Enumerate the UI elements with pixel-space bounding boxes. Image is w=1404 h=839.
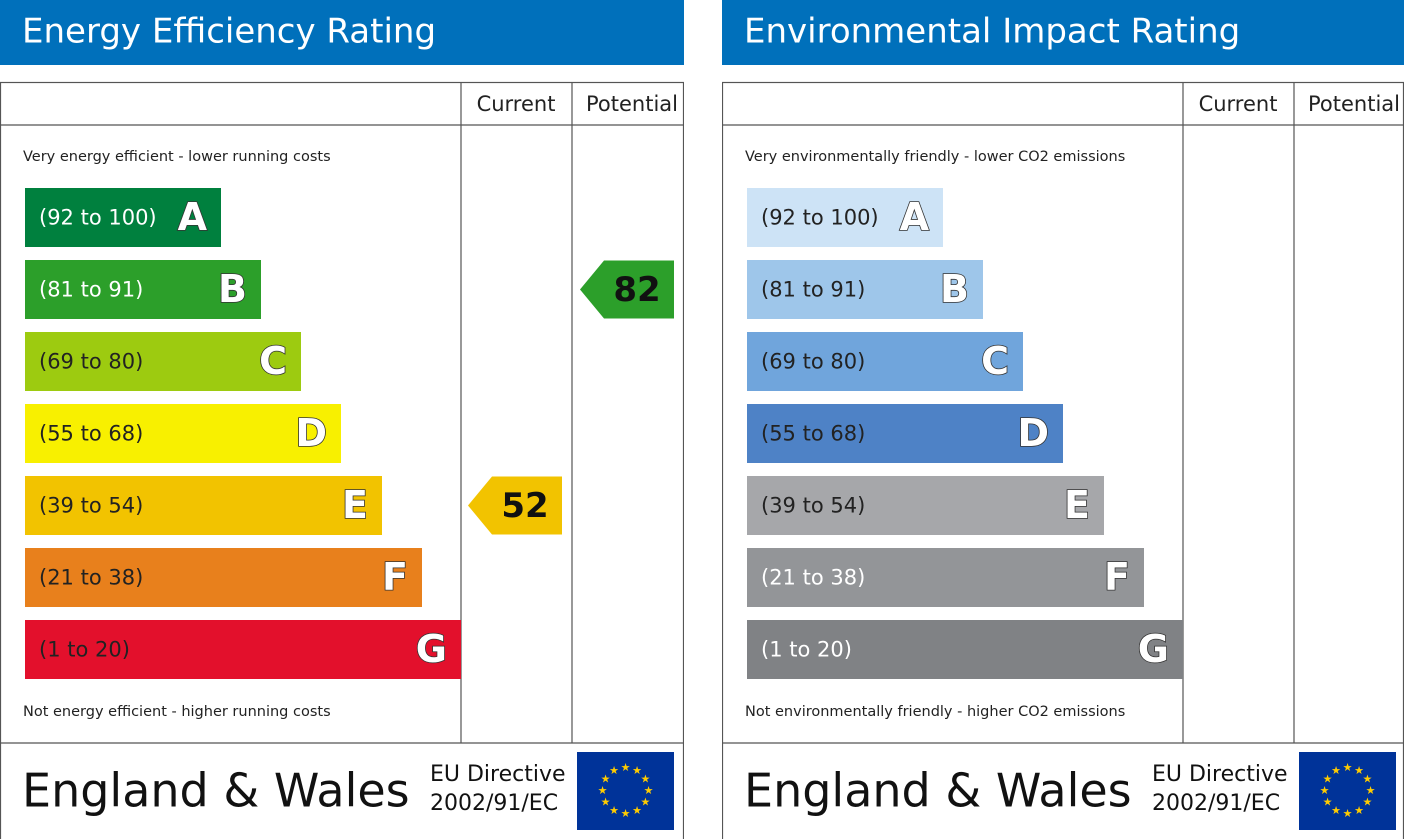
band-range: (1 to 20) [39, 638, 130, 662]
band-range: (21 to 38) [761, 566, 865, 590]
column-header: Current [1199, 92, 1278, 116]
flag-star: ★ [1343, 761, 1353, 774]
band-range: (69 to 80) [39, 350, 143, 374]
band-range: (1 to 20) [761, 638, 852, 662]
footer-region: England & Wales [744, 764, 1132, 818]
flag-star: ★ [632, 804, 642, 817]
band-letter: D [1017, 411, 1049, 455]
rating-band [747, 476, 1104, 535]
band-range: (39 to 54) [39, 494, 143, 518]
band-letter: G [1138, 627, 1169, 671]
band-range: (55 to 68) [761, 422, 865, 446]
chart-title: Energy Efficiency Rating [22, 12, 436, 52]
flag-star: ★ [1331, 764, 1341, 777]
flag-star: ★ [1343, 807, 1353, 820]
band-letter: C [981, 339, 1009, 383]
flag-star: ★ [1323, 796, 1333, 809]
band-range: (81 to 91) [761, 278, 865, 302]
rating-band [25, 332, 301, 391]
band-range: (81 to 91) [39, 278, 143, 302]
column-header: Current [477, 92, 556, 116]
footer-directive: EU Directive [1152, 762, 1288, 787]
eu-flag: ★ ★★★★★★★★★★★ [577, 752, 674, 830]
band-letter: F [1104, 555, 1130, 599]
flag-star: ★ [609, 804, 619, 817]
band-letter: F [382, 555, 408, 599]
top-note: Very energy efficient - lower running co… [23, 149, 331, 165]
flag-field [577, 752, 674, 830]
band-letter: E [342, 483, 368, 527]
epc-panel: Energy Efficiency Rating Current Potential… [0, 0, 684, 839]
rating-arrow [468, 476, 562, 535]
flag-star: ★ [1366, 784, 1376, 797]
band-letter: C [259, 339, 287, 383]
eu-flag: ★ ★★★★★★★★★★★ [1299, 752, 1396, 830]
band-range: (55 to 68) [39, 422, 143, 446]
top-note: Very environmentally friendly - lower CO… [745, 149, 1125, 165]
flag-star: ★ [601, 796, 611, 809]
flag-star: ★ [598, 784, 608, 797]
epc-panel: Environmental Impact Rating Current Potent… [722, 0, 1404, 839]
band-range: (69 to 80) [761, 350, 865, 374]
flag-star: ★ [1323, 773, 1333, 786]
footer-region: England & Wales [22, 764, 410, 818]
band-letter: E [1064, 483, 1090, 527]
band-range: (92 to 100) [761, 206, 879, 230]
flag-star: ★ [1354, 764, 1364, 777]
flag-star: ★ [1320, 784, 1330, 797]
rating-band [25, 620, 461, 679]
rating-band [25, 188, 221, 247]
flag-star: ★ [1331, 804, 1341, 817]
flag-star: ★ [601, 773, 611, 786]
rating-value: 52 [501, 486, 548, 526]
flag-star: ★ [640, 773, 650, 786]
band-letter: A [178, 195, 208, 239]
flag-star: ★ [1354, 804, 1364, 817]
flag-star: ★ [609, 764, 619, 777]
flag-star: ★ [621, 761, 631, 774]
rating-band [25, 260, 261, 319]
column-header: Potential [586, 92, 678, 116]
title-bar [722, 0, 1404, 65]
bottom-note: Not environmentally friendly - higher CO… [745, 704, 1125, 720]
flag-star: ★ [621, 807, 631, 820]
rating-arrow [580, 260, 674, 319]
rating-band [25, 548, 422, 607]
band-letter: D [295, 411, 327, 455]
rating-band [747, 404, 1063, 463]
rating-band [747, 188, 943, 247]
flag-star: ★ [632, 764, 642, 777]
footer-directive: EU Directive [430, 762, 566, 787]
frame [0, 81, 684, 839]
flag-field [1299, 752, 1396, 830]
rating-band [25, 404, 341, 463]
rating-band [747, 548, 1144, 607]
footer-code: 2002/91/EC [430, 791, 558, 816]
band-range: (92 to 100) [39, 206, 157, 230]
band-range: (39 to 54) [761, 494, 865, 518]
flag-star: ★ [644, 784, 654, 797]
band-letter: A [900, 195, 930, 239]
rating-band [25, 476, 382, 535]
band-letter: G [416, 627, 447, 671]
rating-value: 82 [613, 270, 660, 310]
footer-code: 2002/91/EC [1152, 791, 1280, 816]
flag-star: ★ [640, 796, 650, 809]
band-letter: B [218, 267, 247, 311]
rating-band [747, 332, 1023, 391]
title-bar [0, 0, 684, 65]
rating-band [747, 620, 1183, 679]
column-header: Potential [1308, 92, 1400, 116]
flag-star: ★ [1362, 796, 1372, 809]
bottom-note: Not energy efficient - higher running co… [23, 704, 331, 720]
chart-title: Environmental Impact Rating [744, 12, 1240, 52]
band-range: (21 to 38) [39, 566, 143, 590]
band-letter: B [940, 267, 969, 311]
rating-band [747, 260, 983, 319]
flag-star: ★ [1362, 773, 1372, 786]
